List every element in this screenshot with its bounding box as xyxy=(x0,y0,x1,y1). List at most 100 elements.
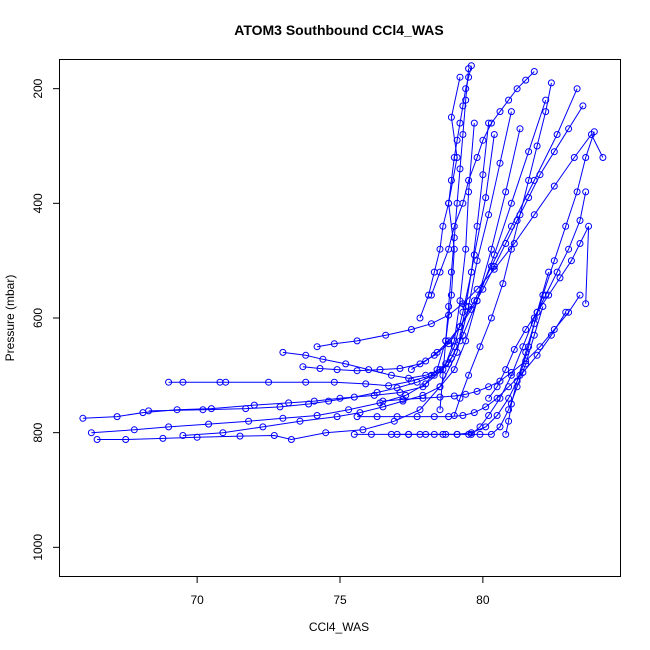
data-point xyxy=(296,417,304,425)
data-point xyxy=(159,434,167,442)
data-point xyxy=(536,343,544,351)
data-point xyxy=(345,406,353,414)
data-point xyxy=(525,194,533,202)
data-point xyxy=(442,337,450,345)
data-point xyxy=(502,430,510,438)
series-line xyxy=(317,133,604,348)
data-point xyxy=(447,354,455,362)
data-point xyxy=(573,188,581,196)
data-point xyxy=(533,351,541,359)
data-point xyxy=(502,188,510,196)
data-point xyxy=(473,387,481,395)
data-point xyxy=(550,257,558,265)
data-point xyxy=(482,403,490,411)
data-point xyxy=(445,245,453,253)
data-point xyxy=(436,393,444,401)
data-point xyxy=(379,397,387,405)
x-axis: 70 75 80 xyxy=(190,576,490,607)
data-point xyxy=(442,430,450,438)
data-point xyxy=(259,423,267,431)
data-point xyxy=(436,245,444,253)
y-axis: 200 400 600 800 1000 xyxy=(31,78,60,561)
data-point xyxy=(490,262,498,270)
data-point xyxy=(473,257,481,265)
series-line xyxy=(168,123,475,387)
data-point xyxy=(265,378,273,386)
data-point xyxy=(456,119,464,127)
data-point xyxy=(450,412,458,419)
data-point xyxy=(507,371,515,379)
data-point xyxy=(279,414,287,422)
data-point xyxy=(507,245,515,253)
data-point xyxy=(342,360,350,368)
series-line xyxy=(282,99,547,379)
y-tick-label: 600 xyxy=(31,308,45,328)
data-point xyxy=(482,194,490,202)
data-point xyxy=(547,79,555,87)
data-point xyxy=(416,360,424,368)
data-point xyxy=(362,380,370,388)
data-point xyxy=(407,326,415,333)
data-point xyxy=(499,280,507,288)
data-point xyxy=(565,245,573,253)
series-line xyxy=(357,312,567,418)
data-point xyxy=(130,426,138,434)
data-point xyxy=(525,148,533,156)
data-point xyxy=(522,326,530,333)
data-point xyxy=(465,65,473,73)
data-point xyxy=(565,308,573,316)
data-point xyxy=(579,102,587,110)
series-line xyxy=(488,226,590,399)
data-point xyxy=(479,285,487,293)
data-point xyxy=(599,154,607,161)
series-line xyxy=(411,105,584,371)
data-point xyxy=(550,326,558,333)
data-point xyxy=(376,366,384,374)
data-point xyxy=(393,413,401,421)
x-tick-label: 80 xyxy=(476,593,490,607)
data-point xyxy=(93,436,101,443)
data-point xyxy=(459,308,467,316)
data-point xyxy=(493,383,501,391)
data-point xyxy=(453,199,461,207)
series-line xyxy=(382,294,581,402)
data-point xyxy=(447,176,455,184)
data-point xyxy=(459,131,467,138)
data-point xyxy=(422,357,430,365)
data-point xyxy=(542,96,550,104)
series-line xyxy=(430,71,535,296)
data-point xyxy=(516,125,524,133)
data-point xyxy=(479,171,487,179)
data-point xyxy=(445,303,453,310)
data-point xyxy=(270,432,278,439)
data-point xyxy=(467,430,475,438)
data-point xyxy=(199,406,207,414)
data-point xyxy=(450,366,458,374)
data-point xyxy=(419,394,427,402)
data-point xyxy=(470,119,478,127)
data-point xyxy=(462,96,470,104)
data-point xyxy=(207,405,215,413)
data-point xyxy=(533,142,541,150)
data-point xyxy=(470,251,478,259)
data-point xyxy=(507,400,515,408)
data-point xyxy=(165,378,173,386)
data-point xyxy=(276,403,284,411)
data-point xyxy=(393,430,401,438)
data-point xyxy=(330,340,338,348)
data-point xyxy=(516,211,524,219)
data-point xyxy=(573,85,581,93)
data-point xyxy=(385,382,393,390)
data-point xyxy=(476,430,484,438)
data-point xyxy=(447,113,455,121)
data-point xyxy=(416,406,424,414)
data-point xyxy=(547,331,555,339)
data-point xyxy=(545,291,553,299)
data-point xyxy=(502,366,510,374)
data-point xyxy=(493,412,501,419)
data-point xyxy=(316,365,324,372)
data-point xyxy=(450,222,458,230)
data-point xyxy=(373,389,381,396)
data-point xyxy=(353,413,361,421)
